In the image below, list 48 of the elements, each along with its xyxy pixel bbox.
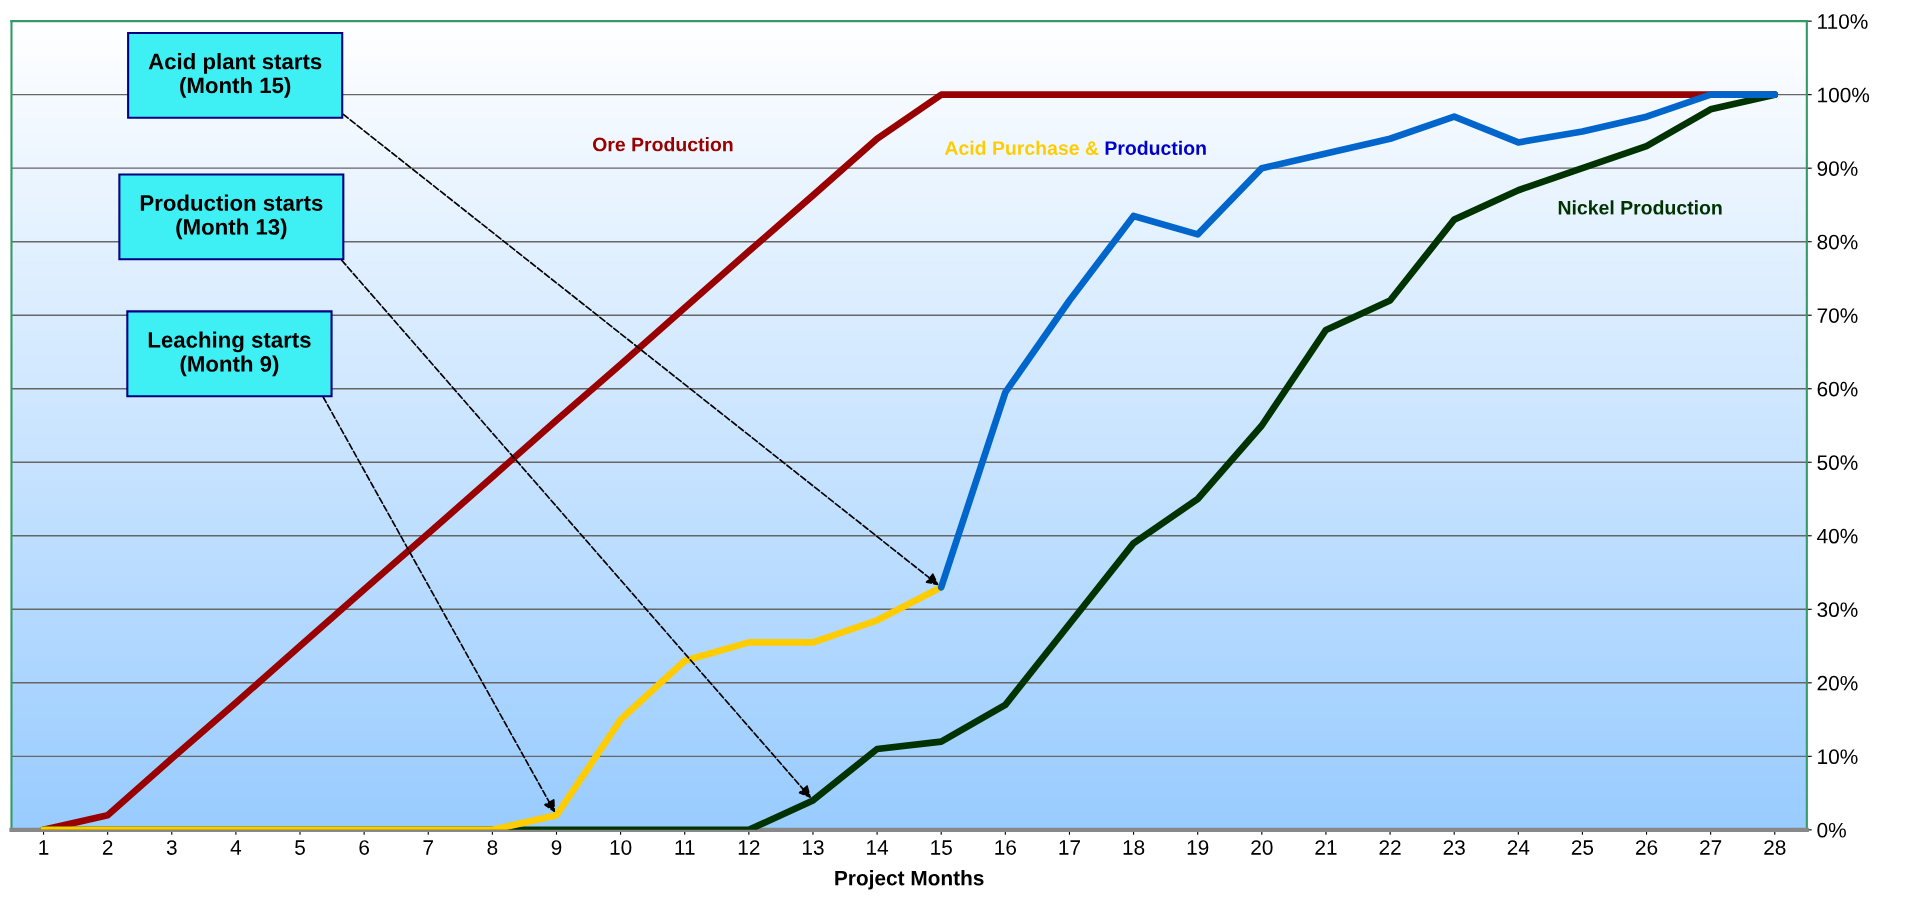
x-tick-label: 2 bbox=[102, 840, 113, 855]
y-tick-label: 10% bbox=[1818, 749, 1858, 765]
x-tick-label: 6 bbox=[359, 840, 370, 855]
x-tick-label: 23 bbox=[1443, 840, 1465, 855]
y-tick-label: 90% bbox=[1817, 161, 1858, 176]
y-tick-label: 50% bbox=[1817, 455, 1858, 471]
x-tick-label: 1 bbox=[39, 840, 49, 855]
x-tick-label: 10 bbox=[610, 840, 632, 855]
x-tick-label: 9 bbox=[551, 840, 562, 855]
y-tick-label: 0% bbox=[1817, 822, 1846, 838]
y-tick-label: 40% bbox=[1817, 528, 1858, 544]
annotation: Production starts (Month 13) bbox=[140, 194, 323, 240]
text: Acid Purchase & bbox=[944, 140, 1099, 156]
annotation: Acid plant starts (Month 15) bbox=[148, 53, 322, 98]
x-tick-label: 27 bbox=[1700, 840, 1722, 855]
x-tick-label: 7 bbox=[423, 840, 433, 855]
x-tick-label: 5 bbox=[295, 840, 305, 855]
x-tick-label: 19 bbox=[1187, 840, 1209, 855]
x-tick-label: 20 bbox=[1251, 840, 1273, 855]
x-tick-label: 24 bbox=[1507, 840, 1530, 855]
x-tick-label: 8 bbox=[487, 840, 498, 855]
text: Production bbox=[1105, 140, 1206, 156]
series-label: Nickel Production bbox=[1558, 200, 1722, 215]
x-tick-label: 13 bbox=[802, 840, 824, 855]
y-tick-label: 20% bbox=[1817, 675, 1858, 691]
x-tick-label: 26 bbox=[1636, 840, 1658, 855]
x-tick-label: 4 bbox=[230, 840, 242, 855]
y-tick-label: 110% bbox=[1818, 14, 1868, 29]
x-tick-label: 18 bbox=[1123, 840, 1145, 855]
y-tick-label: 70% bbox=[1817, 308, 1858, 323]
y-tick-label: 60% bbox=[1817, 381, 1858, 397]
x-tick-label: 3 bbox=[166, 840, 177, 855]
x-axis-title: Project Months bbox=[835, 870, 984, 890]
x-tick-label: 25 bbox=[1571, 840, 1594, 855]
y-tick-label: 80% bbox=[1817, 234, 1858, 250]
y-tick-label: 30% bbox=[1817, 602, 1858, 618]
x-tick-label: 15 bbox=[931, 840, 952, 855]
x-tick-label: 16 bbox=[995, 840, 1017, 855]
x-tick-label: 17 bbox=[1059, 840, 1080, 855]
x-tick-label: 21 bbox=[1315, 840, 1337, 855]
annotation: Leaching starts (Month 9) bbox=[148, 331, 311, 377]
text: Ore Production bbox=[592, 137, 733, 152]
y-tick-label: 100% bbox=[1818, 87, 1870, 103]
x-tick-label: 22 bbox=[1379, 840, 1401, 855]
x-tick-label: 14 bbox=[867, 840, 889, 855]
x-tick-label: 28 bbox=[1764, 840, 1786, 855]
x-tick-label: 11 bbox=[675, 840, 695, 855]
x-tick-label: 12 bbox=[738, 840, 760, 855]
